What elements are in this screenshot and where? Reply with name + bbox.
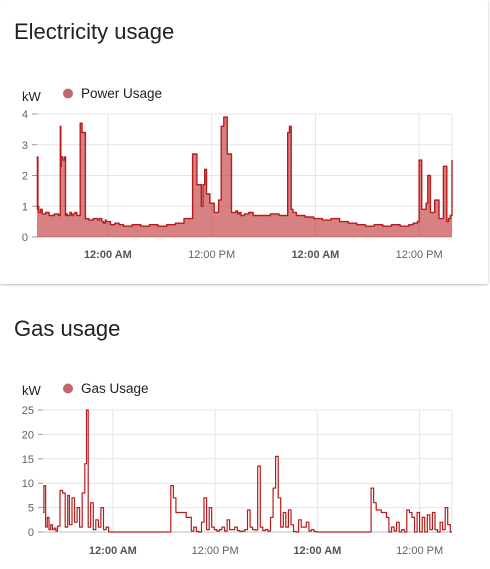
- y-tick-label: 15: [22, 454, 34, 466]
- x-tick-label: 12:00 PM: [192, 545, 239, 557]
- y-tick-label: 4: [22, 109, 28, 121]
- y-tick-label: 3: [22, 140, 28, 152]
- y-unit-label: kW: [22, 89, 42, 104]
- y-tick-label: 0: [22, 232, 28, 244]
- x-tick-label: 12:00 AM: [293, 545, 341, 557]
- y-tick-label: 25: [22, 405, 34, 417]
- x-tick-label: 12:00 AM: [89, 545, 137, 557]
- x-tick-label: 12:00 PM: [188, 249, 235, 261]
- electricity-chart[interactable]: kW Power Usage 0 1 2 3 4 12:00 AM 12:00 PM 12:00 …: [0, 82, 488, 262]
- series-line: [43, 409, 452, 533]
- legend-dot: [63, 88, 73, 99]
- electricity-card: Electricity usage kW Power Usage 0 1 2 3 4 12:0…: [0, 0, 488, 284]
- y-tick-label: 2: [22, 171, 28, 183]
- legend-label: Power Usage: [81, 86, 162, 101]
- y-tick-label: 20: [22, 429, 34, 441]
- legend-label: Gas Usage: [81, 381, 149, 396]
- legend-dot: [63, 383, 73, 394]
- card-title: Electricity usage: [14, 19, 175, 44]
- card-title: Gas usage: [14, 316, 121, 341]
- y-tick-label: 5: [28, 503, 34, 515]
- x-tick-label: 12:00 PM: [396, 249, 443, 261]
- y-tick-label: 0: [28, 527, 34, 539]
- gas-chart[interactable]: kW Gas Usage 0 5 10 15 20 25 12:00 AM 12:00 PM 12:…: [0, 296, 490, 569]
- y-tick-label: 1: [22, 201, 28, 213]
- x-tick-label: 12:00 AM: [291, 249, 339, 261]
- x-tick-label: 12:00 AM: [84, 249, 132, 261]
- y-unit-label: kW: [22, 383, 42, 398]
- series-line: [36, 116, 453, 227]
- x-tick-label: 12:00 PM: [396, 545, 443, 557]
- y-tick-label: 10: [22, 478, 34, 490]
- gas-card: Gas usage kW Gas Usage 0 5 10 15 20 25 12:00 AM 1…: [0, 296, 490, 569]
